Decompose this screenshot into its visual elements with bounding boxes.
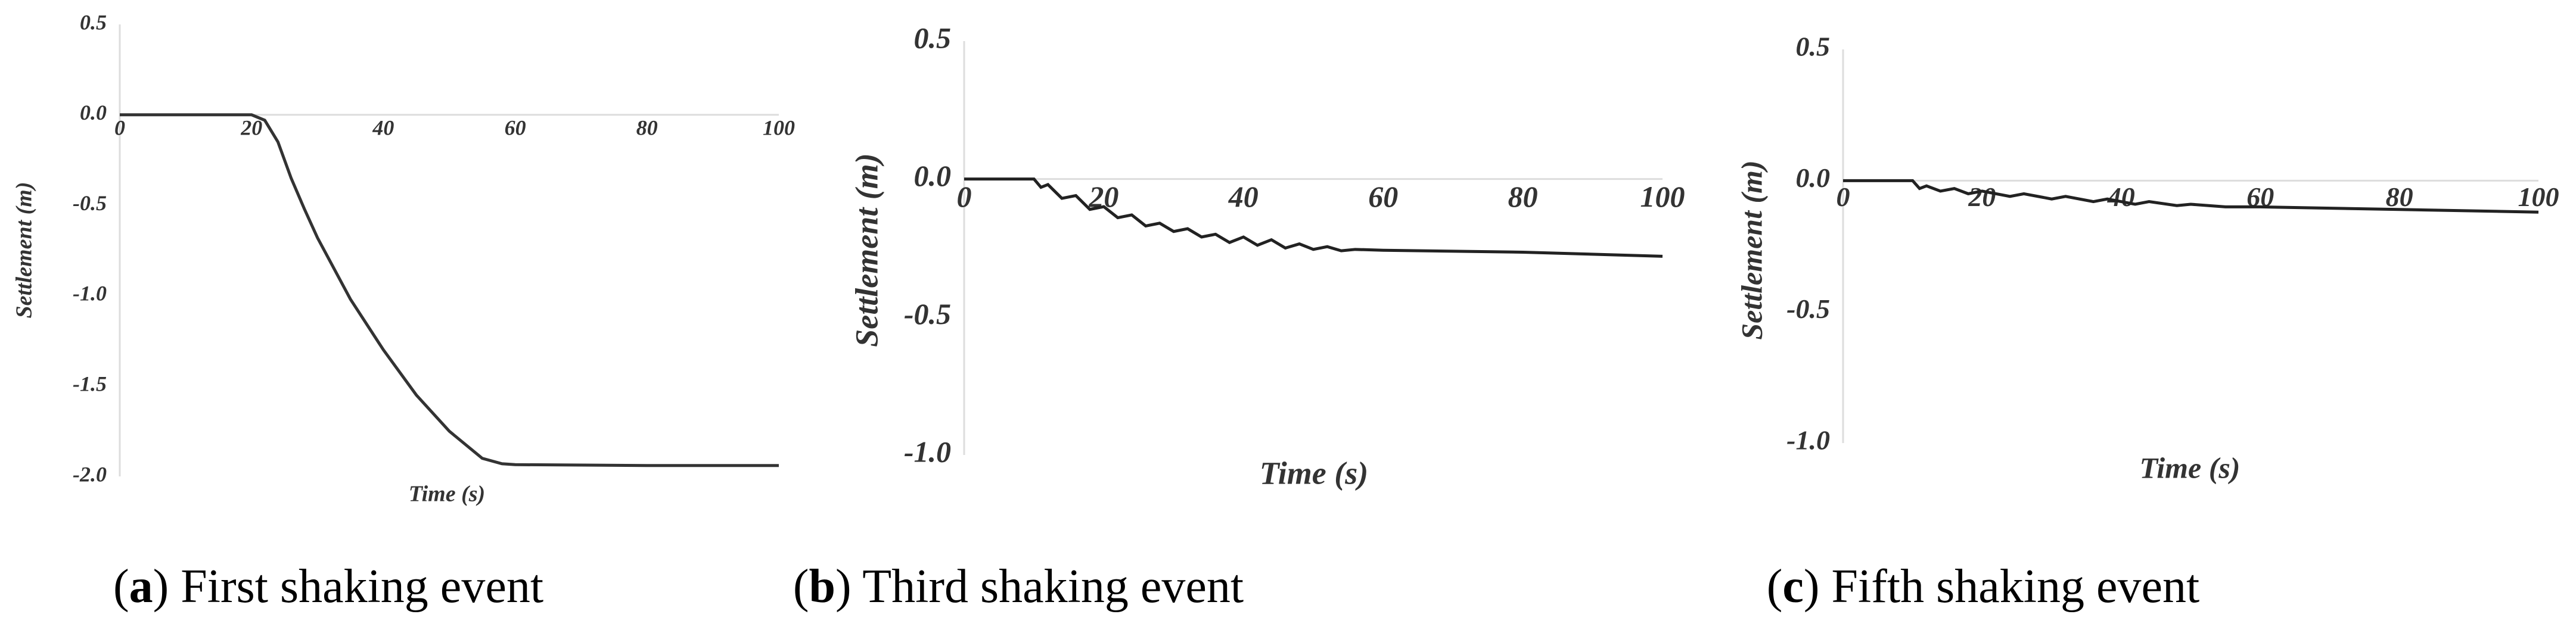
y-tick-label: -0.5 [904,297,951,331]
caption: (c) Fifth shaking event [1767,560,2200,613]
data-line [964,177,1663,258]
caption-part: ( [113,560,129,613]
x-tick-label: 20 [240,116,262,139]
x-tick-label: 60 [505,116,526,139]
y-tick-label: 0.0 [80,101,107,124]
y-tick-label: -1.0 [1786,425,1830,456]
x-tick-label: 0 [957,180,972,213]
caption-part: c [1782,560,1804,613]
y-tick-label: 0.5 [80,10,107,34]
chart-panel: -2.0 -1.5 -1.0 -0.5 0.0 0.5 0 20 40 60 80 100 Settle… [12,10,795,613]
y-tick-label: 0.0 [914,159,952,192]
caption-part: ) First shaking event [153,560,543,613]
x-tick-label: 0 [1837,182,1850,212]
y-axis-label: Settlement (m) [849,153,884,347]
x-tick-label: 80 [2386,182,2413,212]
caption-part: ( [793,560,809,613]
data-line [1843,179,2539,214]
y-axis-label: Settlement (m) [12,182,37,318]
y-tick-label: -0.5 [73,191,107,215]
y-tick-label: 0.5 [1796,32,1831,62]
x-axis-label: Time (s) [2140,451,2241,484]
x-tick-label: 40 [1228,180,1259,213]
x-tick-label: 20 [1968,182,1996,212]
x-tick-label: 40 [372,116,394,139]
caption: (a) First shaking event [113,560,543,613]
y-axis-label: Settlement (m) [1735,160,1768,339]
x-tick-label: 100 [763,116,795,139]
y-tick-label: 0.5 [914,21,952,54]
caption-part: b [809,560,836,613]
y-tick-label: -1.0 [904,435,951,468]
caption: (b) Third shaking event [793,560,1244,613]
y-tick-label: -1.5 [73,372,107,395]
x-tick-label: 100 [1640,180,1685,213]
x-axis-label: Time (s) [409,482,485,507]
caption-part: ( [1767,560,1783,613]
y-tick-label: -0.5 [1786,294,1830,324]
caption-part: ) Fifth shaking event [1804,560,2199,613]
x-tick-label: 40 [2107,182,2135,212]
x-axis-label: Time (s) [1260,455,1368,491]
data-line [120,113,779,467]
caption-part: a [129,560,153,613]
x-tick-label: 80 [636,116,658,139]
y-tick-label: -2.0 [73,462,107,486]
y-tick-label: -1.0 [73,282,107,305]
x-tick-label: 80 [1508,180,1538,213]
caption-part: ) Third shaking event [835,560,1244,613]
x-tick-label: 60 [1368,180,1398,213]
y-tick-label: 0.0 [1796,163,1831,193]
x-tick-label: 100 [2518,182,2559,212]
x-tick-label: 0 [114,116,125,139]
